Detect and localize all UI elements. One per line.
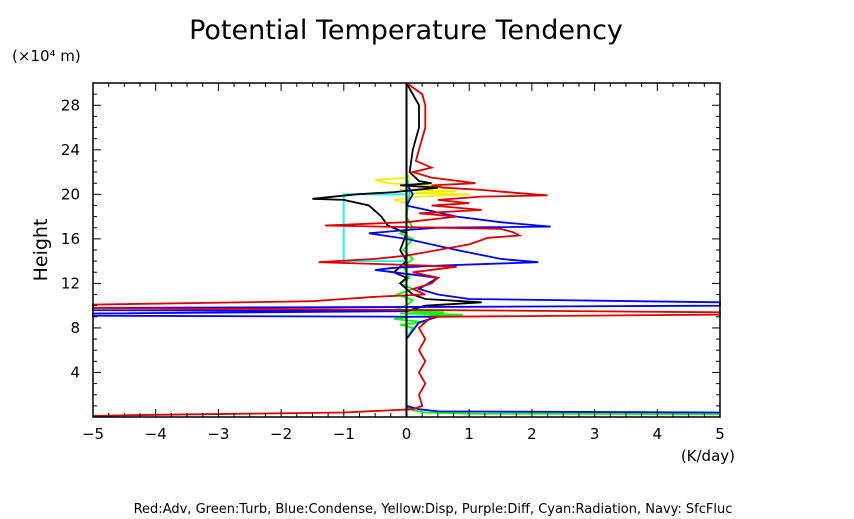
y-tick-label: 20 bbox=[61, 185, 80, 203]
legend-text: Red:Adv, Green:Turb, Blue:Condense, Yell… bbox=[134, 502, 733, 517]
y-tick-label: 4 bbox=[70, 363, 80, 381]
y-axis-label: Height bbox=[30, 219, 52, 282]
x-tick-label: 5 bbox=[715, 425, 725, 443]
x-tick-label: 4 bbox=[653, 425, 663, 443]
x-tick-label: −5 bbox=[82, 425, 104, 443]
x-tick-label: −2 bbox=[270, 425, 292, 443]
x-axis-unit: (K/day) bbox=[681, 447, 735, 465]
x-tick-label: −1 bbox=[333, 425, 355, 443]
series-layer bbox=[92, 82, 721, 417]
x-tick-label: −4 bbox=[145, 425, 167, 443]
series-line-2 bbox=[342, 193, 407, 262]
y-tick-label: 12 bbox=[61, 274, 80, 292]
x-tick-label: −3 bbox=[207, 425, 229, 443]
x-tick-label: 2 bbox=[527, 425, 537, 443]
y-axis-unit: (×10⁴ m) bbox=[12, 47, 81, 65]
x-tick-label: 3 bbox=[590, 425, 600, 443]
series-line-5 bbox=[92, 82, 721, 417]
y-tick-label: 8 bbox=[70, 319, 80, 337]
x-tick-label: 1 bbox=[464, 425, 474, 443]
series-line-0 bbox=[374, 171, 470, 417]
series-line-3 bbox=[312, 82, 482, 417]
series-line-1 bbox=[393, 171, 721, 416]
chart-title: Potential Temperature Tendency bbox=[189, 15, 623, 46]
y-tick-label: 28 bbox=[61, 96, 80, 114]
y-tick-label: 16 bbox=[61, 230, 80, 248]
x-tick-label: 0 bbox=[402, 425, 412, 443]
y-tick-label: 24 bbox=[61, 141, 80, 159]
